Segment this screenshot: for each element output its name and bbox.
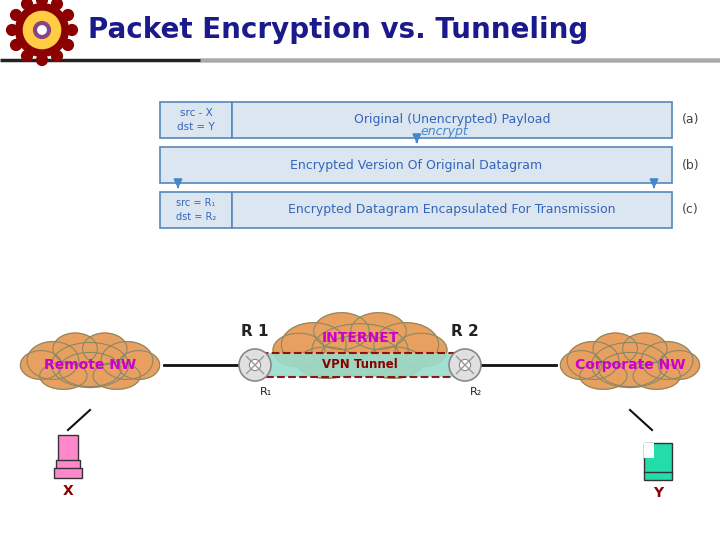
Text: R₂: R₂	[470, 387, 482, 397]
Text: (b): (b)	[682, 159, 700, 172]
Text: Y: Y	[653, 486, 663, 500]
Text: Corporate NW: Corporate NW	[575, 358, 685, 372]
Ellipse shape	[658, 350, 700, 380]
Ellipse shape	[20, 350, 62, 380]
Circle shape	[449, 349, 481, 381]
Ellipse shape	[118, 350, 160, 380]
FancyBboxPatch shape	[56, 460, 80, 470]
Ellipse shape	[273, 333, 325, 367]
Ellipse shape	[364, 347, 423, 379]
FancyBboxPatch shape	[232, 192, 672, 228]
Circle shape	[37, 55, 48, 65]
Circle shape	[249, 360, 261, 370]
Ellipse shape	[297, 347, 356, 379]
Circle shape	[63, 10, 73, 21]
Circle shape	[11, 10, 22, 21]
Ellipse shape	[59, 353, 121, 387]
Text: R₁: R₁	[260, 387, 272, 397]
Circle shape	[34, 22, 50, 38]
Ellipse shape	[623, 333, 667, 365]
Ellipse shape	[52, 342, 128, 388]
Circle shape	[52, 0, 63, 9]
Ellipse shape	[592, 342, 668, 388]
Ellipse shape	[633, 362, 680, 389]
FancyBboxPatch shape	[160, 147, 672, 183]
Circle shape	[16, 4, 68, 56]
Ellipse shape	[580, 362, 627, 389]
Ellipse shape	[93, 362, 140, 389]
Text: Original (Unencrypted) Payload: Original (Unencrypted) Payload	[354, 113, 550, 126]
FancyBboxPatch shape	[644, 472, 672, 480]
Text: dst = R₂: dst = R₂	[176, 212, 216, 222]
Text: src = R₁: src = R₁	[176, 198, 216, 208]
Text: dst = Y: dst = Y	[177, 122, 215, 132]
Circle shape	[11, 39, 22, 50]
Circle shape	[239, 349, 271, 381]
Ellipse shape	[282, 323, 346, 367]
Circle shape	[52, 51, 63, 62]
Circle shape	[66, 25, 78, 36]
Text: src - X: src - X	[179, 108, 212, 118]
Text: R 1: R 1	[241, 324, 269, 339]
Circle shape	[6, 25, 17, 36]
Text: Packet Encryption vs. Tunneling: Packet Encryption vs. Tunneling	[88, 16, 588, 44]
FancyBboxPatch shape	[255, 353, 465, 377]
FancyBboxPatch shape	[644, 443, 654, 458]
Text: R 2: R 2	[451, 324, 479, 339]
Text: X: X	[63, 484, 73, 498]
FancyBboxPatch shape	[58, 435, 78, 463]
Ellipse shape	[395, 333, 447, 367]
Text: VPN Tunnel: VPN Tunnel	[322, 359, 398, 372]
Ellipse shape	[314, 313, 369, 349]
Ellipse shape	[312, 324, 408, 376]
Text: encrypt: encrypt	[420, 125, 469, 138]
Circle shape	[23, 11, 60, 49]
Ellipse shape	[321, 335, 399, 375]
Circle shape	[22, 51, 32, 62]
Ellipse shape	[351, 313, 406, 349]
Circle shape	[63, 39, 73, 50]
FancyBboxPatch shape	[160, 102, 232, 138]
Ellipse shape	[593, 333, 637, 365]
Text: (c): (c)	[682, 204, 698, 217]
Text: (a): (a)	[682, 113, 700, 126]
Text: Encrypted Version Of Original Datagram: Encrypted Version Of Original Datagram	[290, 159, 542, 172]
Ellipse shape	[560, 350, 602, 380]
Ellipse shape	[83, 333, 127, 365]
Ellipse shape	[40, 362, 87, 389]
Circle shape	[459, 360, 471, 370]
Ellipse shape	[53, 333, 97, 365]
Text: Encrypted Datagram Encapsulated For Transmission: Encrypted Datagram Encapsulated For Tran…	[288, 204, 616, 217]
Ellipse shape	[641, 342, 693, 380]
Ellipse shape	[599, 353, 661, 387]
Text: INTERNET: INTERNET	[321, 331, 399, 345]
Ellipse shape	[27, 342, 79, 380]
Circle shape	[37, 0, 48, 5]
Circle shape	[37, 26, 46, 34]
Ellipse shape	[374, 323, 438, 367]
FancyBboxPatch shape	[160, 192, 232, 228]
FancyBboxPatch shape	[644, 443, 672, 473]
FancyBboxPatch shape	[54, 468, 82, 478]
Ellipse shape	[101, 342, 153, 380]
Circle shape	[22, 0, 32, 9]
FancyBboxPatch shape	[232, 102, 672, 138]
Ellipse shape	[567, 342, 619, 380]
Text: Remote NW: Remote NW	[44, 358, 136, 372]
